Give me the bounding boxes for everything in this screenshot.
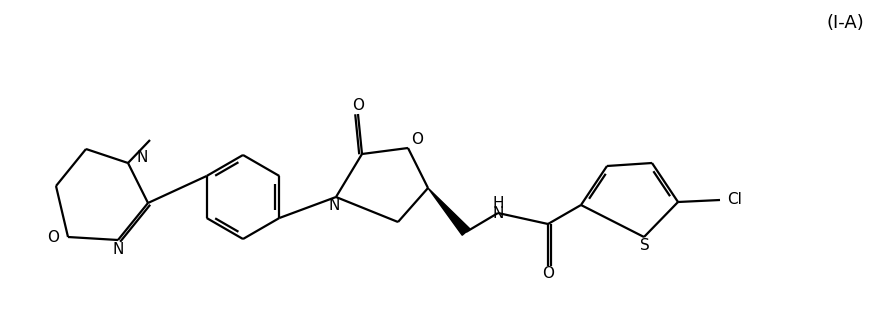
Text: O: O [411, 132, 423, 148]
Text: O: O [542, 266, 554, 282]
Text: O: O [352, 99, 364, 113]
Text: S: S [640, 239, 650, 253]
Text: N: N [112, 241, 124, 257]
Text: N: N [136, 150, 147, 166]
Text: H: H [492, 197, 503, 211]
Text: N: N [328, 198, 340, 212]
Text: (I-A): (I-A) [826, 14, 864, 32]
Text: Cl: Cl [727, 192, 742, 208]
Text: N: N [493, 206, 503, 222]
Text: O: O [47, 229, 59, 245]
Polygon shape [428, 188, 470, 235]
